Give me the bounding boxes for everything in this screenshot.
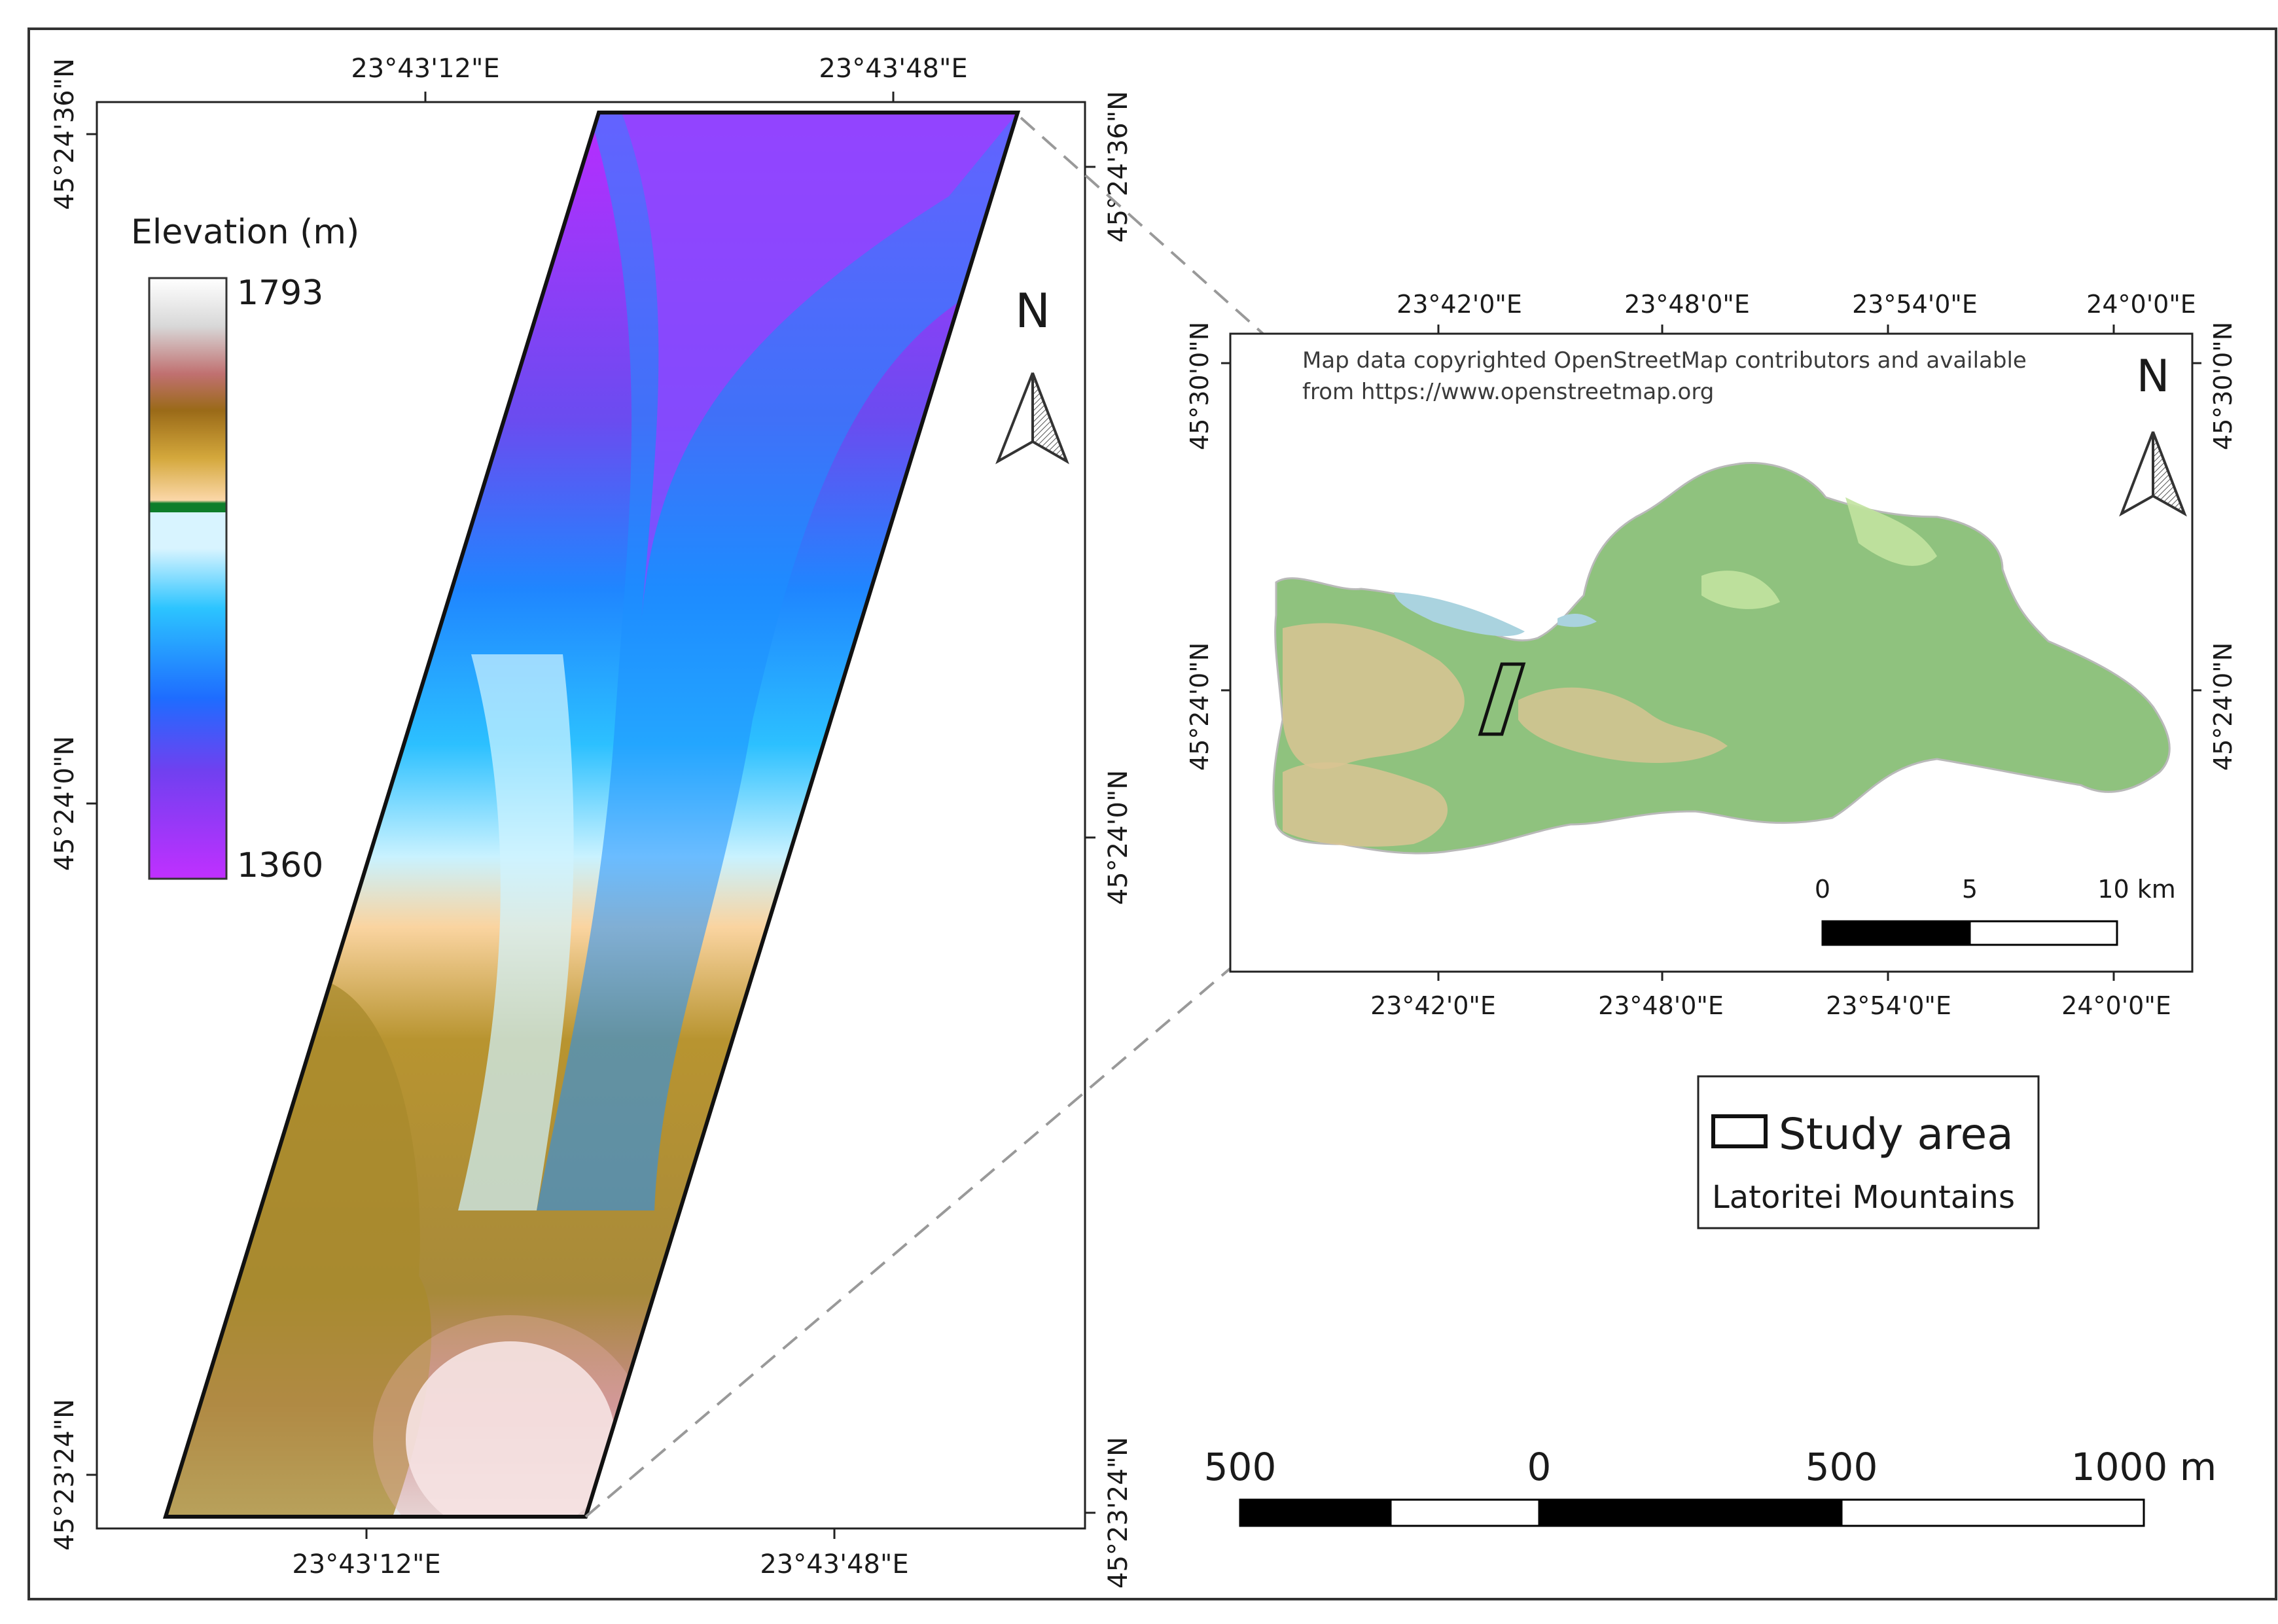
- main-left-tick-2: 45°24'0"N: [50, 736, 80, 872]
- study-area-inset-outline: [1478, 662, 1526, 736]
- attribution-line-1: Map data copyrighted OpenStreetMap contr…: [1302, 347, 2027, 374]
- main-bottom-tick-2: 23°43'48"E: [760, 1549, 908, 1580]
- main-scalebar: 500 0 500 1000 m: [1204, 1445, 2217, 1527]
- inset-map: Map data copyrighted OpenStreetMap contr…: [1185, 290, 2237, 1020]
- main-right-tick-1: 45°24'36"N: [1103, 91, 1133, 243]
- connector-top: [1020, 116, 1264, 335]
- grassland-patch: [1283, 762, 1448, 847]
- main-right-tick-3: 45°23'24"N: [1103, 1437, 1133, 1589]
- north-arrow-icon: N: [995, 283, 1069, 465]
- attribution-line-2: from https://www.openstreetmap.org: [1302, 379, 1714, 405]
- inset-bottom-tick-4: 24°0'0"E: [2061, 991, 2171, 1020]
- lake: [1394, 592, 1525, 637]
- inset-bottom-tick-1: 23°42'0"E: [1370, 991, 1496, 1020]
- inset-scalebar-label-0: 0: [1815, 875, 1830, 904]
- inset-top-tick-2: 23°48'0"E: [1624, 290, 1750, 319]
- scalebar-label-1000: 1000 m: [2071, 1445, 2217, 1489]
- map-legend: Study area Latoritei Mountains: [1697, 1075, 2040, 1229]
- inset-left-tick-2: 45°24'0"N: [1185, 643, 1214, 771]
- meadow-patch: [1701, 571, 1780, 609]
- legend-study-area: Study area: [1779, 1109, 2014, 1159]
- study-area-symbol: [1711, 1114, 1768, 1148]
- scalebar-label-500: 500: [1806, 1445, 1878, 1489]
- grassland-patch: [1283, 623, 1465, 769]
- inset-scalebar: 0 5 10 km: [1815, 875, 2176, 946]
- main-right-tick-2: 45°24'0"N: [1103, 770, 1133, 906]
- inset-top-tick-4: 24°0'0"E: [2086, 290, 2196, 319]
- inset-left-tick-1: 45°30'0"N: [1185, 322, 1214, 450]
- main-left-tick-3: 45°23'24"N: [50, 1399, 80, 1551]
- inset-scalebar-label-10: 10 km: [2097, 875, 2175, 904]
- main-top-tick-2: 23°43'48"E: [819, 54, 967, 84]
- inset-bottom-tick-3: 23°54'0"E: [1826, 991, 1951, 1020]
- inset-right-tick-2: 45°24'0"N: [2209, 643, 2237, 771]
- connector-bottom: [584, 967, 1232, 1518]
- elevation-legend: Elevation (m) 1793 1360: [131, 213, 359, 885]
- main-north-label: N: [1015, 283, 1050, 338]
- grassland-patch: [1518, 687, 1728, 763]
- scalebar-label-0: 0: [1527, 1445, 1552, 1489]
- inset-bottom-tick-2: 23°48'0"E: [1598, 991, 1724, 1020]
- legend-region: Latoritei Mountains: [1712, 1179, 2015, 1216]
- main-top-tick-1: 23°43'12"E: [351, 54, 499, 84]
- main-left-tick-1: 45°24'36"N: [50, 58, 80, 210]
- inset-right-tick-1: 45°30'0"N: [2209, 322, 2237, 450]
- legend-color-ramp: [148, 277, 228, 880]
- inset-north-arrow-icon: N: [2119, 351, 2187, 517]
- main-map: 23°43'12"E 23°43'48"E 23°43'12"E 23°43'4…: [50, 54, 1133, 1589]
- inset-scalebar-label-5: 5: [1962, 875, 1978, 904]
- legend-min: 1360: [237, 846, 323, 885]
- inset-top-tick-3: 23°54'0"E: [1852, 290, 1978, 319]
- inset-top-tick-1: 23°42'0"E: [1397, 290, 1522, 319]
- legend-max: 1793: [237, 274, 323, 313]
- main-bottom-tick-1: 23°43'12"E: [292, 1549, 440, 1580]
- legend-title: Elevation (m): [131, 213, 359, 252]
- scalebar-label-500-left: 500: [1204, 1445, 1277, 1489]
- lake-small: [1557, 614, 1597, 627]
- legend-box: [1697, 1075, 2040, 1229]
- latoritei-mountains-area: [1272, 461, 2171, 855]
- meadow-patch: [1845, 497, 1937, 566]
- inset-north-label: N: [2137, 351, 2170, 402]
